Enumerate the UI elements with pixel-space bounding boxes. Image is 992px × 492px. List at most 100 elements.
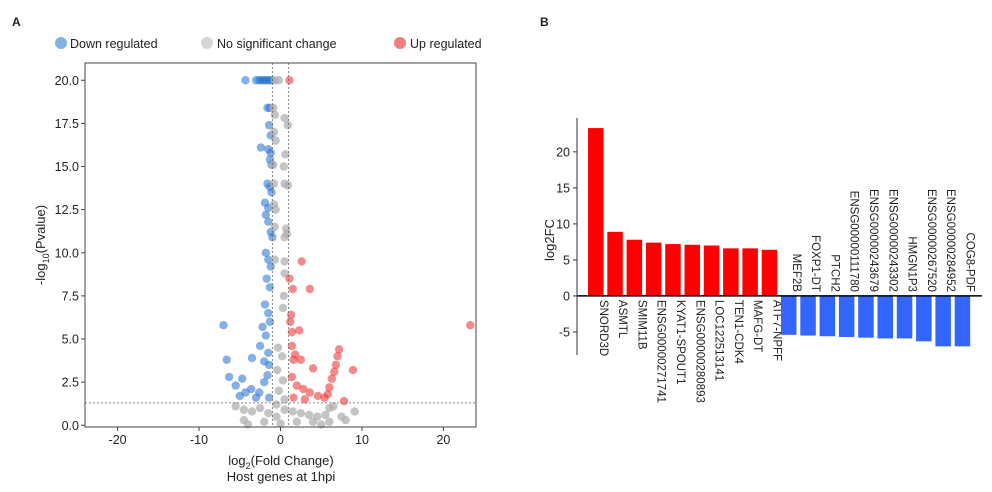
- point-ns: [239, 405, 249, 414]
- point-up: [297, 257, 306, 266]
- point-down: [264, 255, 273, 264]
- bar-category-label: ATF7-NPFF: [770, 300, 782, 361]
- point-down: [263, 371, 272, 380]
- point-up: [299, 384, 308, 394]
- y-tick-label-a: 17.5: [55, 117, 79, 131]
- legend-label-up: Up regulated: [410, 37, 482, 51]
- y-tick-label-a: 12.5: [55, 203, 79, 217]
- bar: [761, 249, 778, 296]
- point-ns: [274, 386, 284, 395]
- point-down: [260, 300, 270, 309]
- point-ns: [264, 408, 273, 418]
- bar-category-label: PTCH2: [828, 254, 840, 292]
- bar-category-label: LOC122513141: [713, 300, 725, 381]
- point-ns: [341, 415, 350, 425]
- panel-a-label: A: [12, 15, 21, 29]
- point-down: [265, 283, 275, 292]
- point-up: [285, 76, 294, 85]
- point-ns: [280, 405, 289, 414]
- bar: [935, 295, 951, 347]
- point-ns: [325, 417, 334, 427]
- bar-category-label: ENSG00000271741: [655, 300, 667, 403]
- point-ns: [272, 412, 281, 421]
- legend-marker-ns: [201, 37, 213, 49]
- plot-frame-a: [84, 62, 477, 428]
- bar-category-label: ENSG00000111780: [848, 191, 860, 292]
- y-tick-label-a: 0.0: [62, 419, 79, 433]
- x-tick-label-a: -20: [109, 433, 127, 447]
- point-ns: [283, 120, 293, 130]
- bar-category-label: MEF2B: [790, 254, 802, 293]
- point-down: [264, 308, 273, 318]
- panel-b-label: B: [540, 15, 549, 29]
- caption: Host genes at 1hpi: [227, 469, 336, 484]
- point-up: [331, 360, 341, 370]
- bar-category-label: KYAT1-SPOUT1: [674, 300, 686, 385]
- point-ns: [268, 160, 278, 169]
- bar-category-label: ENSG00000267520: [925, 189, 937, 292]
- point-ns: [271, 205, 280, 214]
- x-tick-label-a: 20: [436, 433, 450, 447]
- point-up: [313, 391, 323, 401]
- point-down: [258, 322, 267, 332]
- point-down: [247, 353, 257, 363]
- point-ns: [296, 408, 306, 418]
- point-down: [261, 248, 271, 257]
- point-down: [231, 381, 240, 390]
- bar-category-label: ENSG00000243302: [886, 189, 898, 292]
- point-down: [266, 148, 275, 157]
- bar: [665, 244, 681, 296]
- point-ns: [279, 291, 288, 301]
- point-up: [327, 374, 337, 383]
- bar: [742, 248, 758, 296]
- bar: [781, 295, 797, 335]
- point-ns: [260, 417, 269, 427]
- point-up: [287, 327, 297, 337]
- point-up: [287, 372, 297, 382]
- point-down: [268, 233, 277, 242]
- point-down: [265, 317, 275, 326]
- y-tick-label-a: 2.5: [62, 376, 79, 390]
- point-ns: [273, 343, 283, 352]
- legend: Down regulated No significant change Up …: [55, 37, 482, 51]
- point-ns: [247, 407, 257, 416]
- point-down: [238, 374, 247, 383]
- point-up: [285, 274, 294, 283]
- bar-category-label: ENSG00000280893: [693, 300, 705, 403]
- bar-category-label: ENSG00000284952: [944, 189, 956, 292]
- bar: [896, 295, 913, 339]
- point-down: [241, 76, 250, 85]
- bar: [684, 244, 700, 296]
- point-ns: [283, 181, 293, 190]
- bar: [954, 295, 971, 347]
- point-up: [334, 345, 344, 354]
- point-ns: [281, 150, 290, 159]
- bar-category-label: TEN1-CDK4: [732, 300, 744, 365]
- bar: [588, 128, 604, 296]
- bar: [703, 245, 720, 296]
- legend-label-down: Down regulated: [70, 37, 158, 51]
- point-ns: [280, 233, 289, 242]
- bar-category-label: FOXP1-DT: [809, 235, 821, 292]
- bar-category-label: SNORD3D: [597, 300, 609, 356]
- point-up: [325, 383, 334, 392]
- point-ns: [350, 407, 359, 416]
- point-ns: [278, 376, 288, 385]
- point-ns: [273, 365, 282, 375]
- point-down: [255, 341, 265, 351]
- bar: [800, 295, 816, 336]
- point-down: [267, 188, 276, 197]
- point-up: [289, 393, 298, 402]
- point-up: [292, 381, 301, 390]
- bar-category-label: COG8-PDF: [963, 233, 975, 292]
- point-down: [261, 210, 271, 220]
- bar: [645, 242, 662, 296]
- y-tick-label-b: -5: [559, 325, 570, 339]
- y-axis-label-a: -log10(Pvalue): [33, 205, 51, 285]
- point-up: [323, 390, 332, 399]
- point-ns: [277, 352, 287, 361]
- bar-category-label: MAFG-DT: [751, 300, 763, 352]
- point-ns: [308, 417, 318, 427]
- bar-category-label: ENSG00000243679: [867, 189, 879, 292]
